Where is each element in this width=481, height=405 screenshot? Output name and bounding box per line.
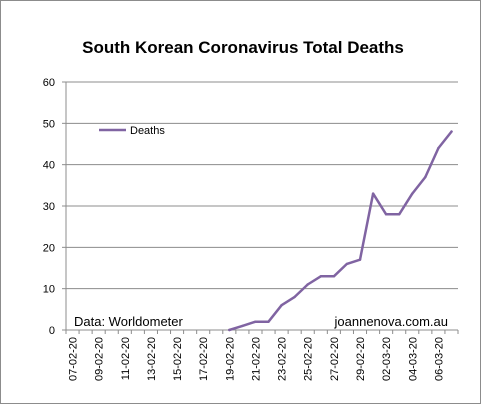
chart-title: South Korean Coronavirus Total Deaths bbox=[82, 38, 404, 57]
data-point bbox=[254, 320, 257, 323]
y-tick-label: 0 bbox=[49, 325, 55, 337]
data-point bbox=[358, 258, 362, 261]
data-point bbox=[306, 283, 309, 286]
y-tick-label: 60 bbox=[43, 77, 55, 89]
data-point bbox=[371, 192, 375, 195]
plot-area: 0 10 20 30 40 50 60 07-02-20 09-02-20 11-02-20 13-… bbox=[43, 77, 459, 381]
x-tick-label: 09-02-20 bbox=[94, 337, 106, 381]
y-tick-label: 40 bbox=[43, 160, 55, 172]
x-tick-label: 25-02-20 bbox=[303, 337, 315, 381]
x-tick-label: 04-03-20 bbox=[407, 337, 419, 381]
x-tick-label: 29-02-20 bbox=[355, 337, 367, 381]
data-point bbox=[319, 275, 322, 278]
x-tick-label: 23-02-20 bbox=[277, 337, 289, 381]
series-line-deaths bbox=[228, 130, 453, 332]
x-tick-label: 19-02-20 bbox=[224, 337, 236, 381]
x-tick-label: 21-02-20 bbox=[251, 337, 263, 381]
site-credit: joannenova.com.au bbox=[334, 314, 448, 329]
data-point bbox=[280, 304, 283, 307]
x-tick-label: 15-02-20 bbox=[172, 337, 184, 381]
x-tick-label: 27-02-20 bbox=[329, 337, 341, 381]
data-point bbox=[267, 320, 270, 323]
y-tick-label: 20 bbox=[43, 242, 55, 254]
x-tick-label: 07-02-20 bbox=[68, 337, 80, 381]
data-point bbox=[241, 324, 244, 328]
y-tick-label: 10 bbox=[43, 284, 55, 296]
legend-label-deaths: Deaths bbox=[130, 125, 165, 137]
legend: Deaths bbox=[99, 125, 165, 137]
data-point bbox=[293, 295, 296, 299]
x-tick-label: 06-03-20 bbox=[433, 337, 445, 381]
data-point bbox=[384, 213, 388, 216]
data-point bbox=[411, 192, 414, 195]
data-point bbox=[424, 175, 427, 179]
source-note: Data: Worldometer bbox=[74, 314, 184, 329]
x-tick-label: 02-03-20 bbox=[381, 337, 393, 381]
data-point bbox=[332, 275, 336, 278]
data-point bbox=[450, 130, 453, 133]
x-tick-label: 13-02-20 bbox=[146, 337, 158, 381]
y-tick-label: 50 bbox=[43, 118, 55, 130]
y-tick-label: 30 bbox=[43, 201, 55, 213]
x-tick-label: 11-02-20 bbox=[120, 337, 132, 380]
data-point bbox=[398, 213, 401, 216]
data-point bbox=[437, 146, 440, 150]
data-point bbox=[345, 262, 349, 266]
x-tick-label: 17-02-20 bbox=[198, 337, 210, 381]
data-point bbox=[228, 328, 231, 332]
